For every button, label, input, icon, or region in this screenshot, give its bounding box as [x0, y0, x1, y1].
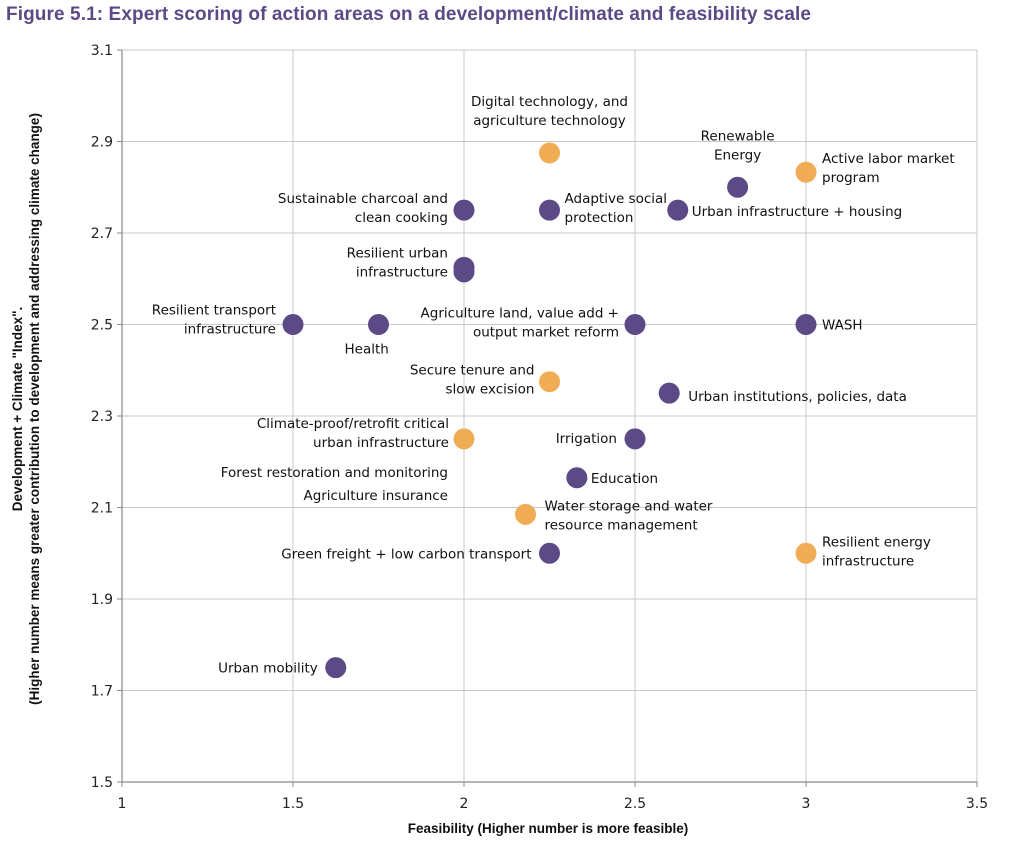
- point-label: Green freight + low carbon transport: [281, 546, 531, 562]
- y-axis-label-line2: (Higher number means greater contributio…: [27, 113, 42, 705]
- point-label: Urban mobility: [218, 661, 318, 677]
- point-label-unplotted: Forest restoration and monitoring: [221, 465, 448, 481]
- data-points: [282, 142, 817, 679]
- data-point-purple: [566, 467, 588, 489]
- point-label: Water storage and water: [545, 498, 713, 514]
- point-label: infrastructure: [822, 553, 914, 569]
- point-label: Sustainable charcoal and: [278, 191, 448, 207]
- point-label: output market reform: [473, 325, 619, 341]
- point-label: infrastructure: [356, 264, 448, 280]
- tick-labels: 1 1.5 2 2.5 3 3.5 1.5 1.7 1.9 2.1 2.3 2.5 2.7 2.9 3.1: [91, 43, 988, 812]
- data-point-orange: [795, 161, 817, 183]
- data-point-purple: [795, 314, 817, 335]
- chart-title: Figure 5.1: Expert scoring of action are…: [6, 4, 812, 25]
- data-point-purple: [325, 657, 347, 679]
- axes: [117, 49, 978, 787]
- point-label: agriculture technology: [473, 113, 626, 129]
- axis-labels: Feasibility (Higher number is more feasi…: [10, 113, 688, 836]
- x-tick-label: 2: [460, 796, 469, 812]
- point-label: Education: [591, 471, 658, 487]
- y-tick-label: 3.1: [91, 43, 113, 59]
- data-point-purple: [667, 199, 689, 221]
- y-tick-label: 2.9: [91, 135, 113, 151]
- y-tick-label: 2.1: [91, 501, 113, 517]
- data-point-purple: [539, 199, 560, 221]
- point-label-unplotted: Agriculture insurance: [303, 488, 448, 504]
- point-label: slow excision: [446, 382, 535, 398]
- y-tick-label: 2.7: [91, 226, 113, 242]
- data-point-purple: [368, 314, 389, 335]
- x-tick-label: 1.5: [282, 796, 304, 812]
- point-label: Renewable: [701, 128, 775, 144]
- x-tick-label: 2.5: [624, 796, 646, 812]
- x-axis-label: Feasibility (Higher number is more feasi…: [408, 821, 689, 836]
- point-label: WASH: [822, 318, 863, 334]
- data-point-orange: [795, 542, 817, 564]
- point-label: Adaptive social: [565, 191, 668, 207]
- point-label: Climate-proof/retrofit critical: [257, 416, 449, 432]
- point-label: Active labor market: [822, 151, 955, 167]
- point-label: Resilient urban: [347, 245, 448, 261]
- point-label: Energy: [714, 147, 761, 163]
- data-point-purple: [658, 382, 680, 404]
- point-label: Resilient energy: [822, 534, 931, 550]
- data-point-purple: [539, 542, 560, 564]
- point-label: urban infrastructure: [313, 435, 449, 451]
- grid-lines: [122, 49, 978, 782]
- data-point-orange: [539, 371, 560, 393]
- point-label: infrastructure: [184, 322, 276, 338]
- point-label: program: [822, 170, 880, 186]
- point-label: protection: [565, 210, 634, 226]
- point-label: Agriculture land, value add +: [421, 306, 619, 322]
- data-point-purple: [282, 314, 304, 335]
- y-tick-label: 2.5: [91, 318, 113, 334]
- data-point-purple: [624, 428, 646, 450]
- data-point-purple: [727, 176, 749, 198]
- point-label: Urban institutions, policies, data: [688, 389, 907, 405]
- point-label: Irrigation: [556, 431, 617, 447]
- y-tick-label: 1.9: [91, 592, 113, 608]
- point-label: clean cooking: [355, 210, 448, 226]
- point-label: Urban infrastructure + housing: [692, 204, 902, 220]
- y-tick-label: 1.7: [91, 684, 113, 700]
- data-point-orange: [539, 142, 560, 164]
- data-point-purple: [624, 314, 646, 335]
- x-tick-label: 1: [118, 796, 127, 812]
- x-tick-label: 3.5: [966, 796, 988, 812]
- point-labels: Resilient transport infrastructure Health U…: [152, 94, 955, 677]
- point-label: Digital technology, and: [471, 94, 628, 110]
- x-tick-label: 3: [802, 796, 811, 812]
- point-label: Resilient transport: [152, 303, 276, 319]
- point-label: Secure tenure and: [410, 363, 535, 379]
- data-point-orange: [515, 503, 537, 525]
- point-label: resource management: [545, 517, 698, 533]
- data-point-orange: [453, 428, 475, 450]
- data-point-purple: [453, 199, 475, 221]
- data-point-purple: [453, 261, 475, 283]
- y-axis-label-line1: Development + Climate "Index".: [10, 307, 25, 511]
- y-tick-label: 2.3: [91, 409, 113, 425]
- y-tick-label: 1.5: [91, 775, 113, 791]
- point-label: Health: [345, 342, 389, 358]
